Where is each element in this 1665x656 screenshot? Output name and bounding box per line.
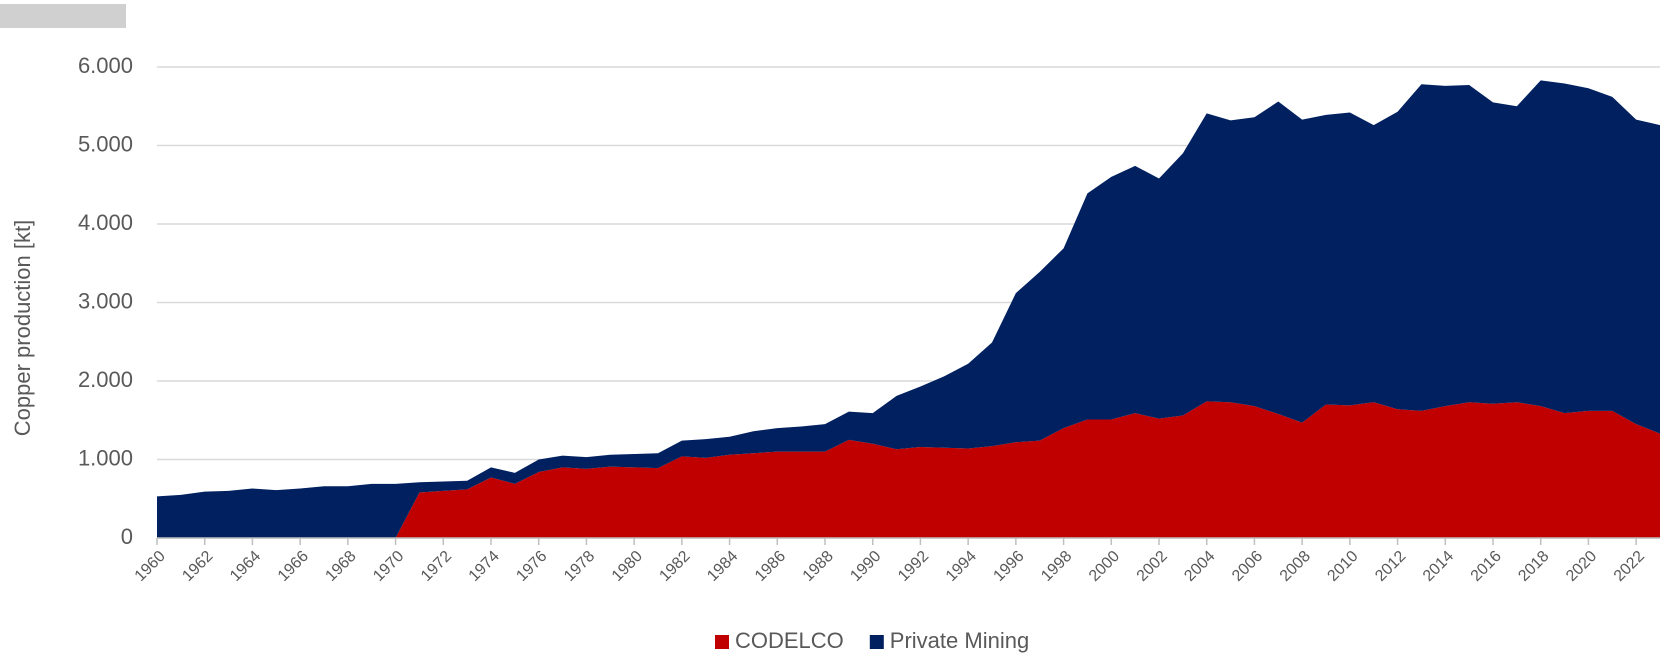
x-tick-label: 1962 — [179, 548, 216, 585]
legend-swatch — [715, 635, 729, 649]
x-tick-label: 2000 — [1086, 548, 1123, 585]
x-tick-label: 1974 — [466, 548, 503, 585]
y-tick-label: 4.000 — [78, 210, 133, 235]
y-axis-label: Copper production [kt] — [10, 220, 35, 436]
x-tick-label: 2016 — [1468, 548, 1505, 585]
y-tick-label: 6.000 — [78, 53, 133, 78]
y-tick-label: 1.000 — [78, 445, 133, 470]
x-tick-label: 1998 — [1038, 548, 1075, 585]
x-tick-label: 1986 — [752, 548, 789, 585]
x-tick-label: 1960 — [132, 548, 169, 585]
y-tick-label: 3.000 — [78, 288, 133, 313]
x-tick-label: 2018 — [1515, 548, 1552, 585]
x-tick-label: 1964 — [227, 548, 264, 585]
x-tick-label: 1992 — [895, 548, 932, 585]
x-tick-label: 2020 — [1563, 548, 1600, 585]
x-tick-label: 2006 — [1229, 548, 1266, 585]
legend-swatch — [869, 635, 884, 649]
x-tick-label: 1968 — [322, 548, 359, 585]
x-tick-label: 1988 — [800, 548, 837, 585]
x-tick-label: 1984 — [704, 548, 741, 585]
x-tick-label: 2012 — [1372, 548, 1409, 585]
legend-label: Private Mining — [890, 628, 1029, 653]
x-tick-label: 1970 — [370, 548, 407, 585]
x-tick-label: 2022 — [1611, 548, 1648, 585]
y-tick-label: 2.000 — [78, 367, 133, 392]
x-tick-label: 1982 — [656, 548, 693, 585]
x-tick-label: 1978 — [561, 548, 598, 585]
x-tick-label: 1980 — [609, 548, 646, 585]
x-tick-label: 1972 — [418, 548, 455, 585]
placeholder-box — [0, 4, 126, 28]
x-tick-label: 2008 — [1277, 548, 1314, 585]
x-tick-label: 1990 — [847, 548, 884, 585]
x-tick-label: 1994 — [943, 548, 980, 585]
x-tick-label: 2004 — [1181, 548, 1218, 585]
area — [157, 80, 1660, 538]
legend-label: CODELCO — [735, 628, 844, 653]
x-tick-label: 1966 — [275, 548, 312, 585]
area — [157, 401, 1660, 538]
x-tick-label: 2002 — [1134, 548, 1171, 585]
x-tick-label: 1996 — [990, 548, 1027, 585]
y-tick-label: 5.000 — [78, 131, 133, 156]
x-tick-label: 2014 — [1420, 548, 1457, 585]
y-tick-label: 0 — [121, 524, 133, 549]
x-tick-label: 2010 — [1324, 548, 1361, 585]
x-tick-label: 1976 — [513, 548, 550, 585]
